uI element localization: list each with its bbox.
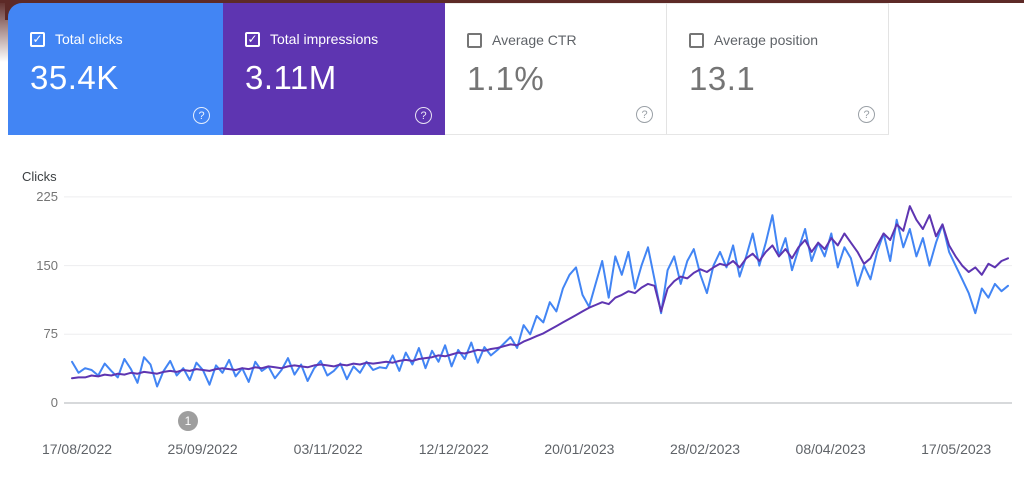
y-tick-label: 0 [50, 395, 58, 410]
x-tick-label: 17/08/2022 [41, 441, 113, 457]
average-ctr-value: 1.1% [467, 60, 545, 97]
card-header: ✓ Total impressions [245, 31, 445, 47]
card-label: Total impressions [270, 31, 379, 47]
card-header: Average CTR [467, 32, 666, 48]
x-tick-label: 08/04/2023 [795, 441, 866, 457]
help-icon[interactable]: ? [415, 107, 432, 124]
y-axis-title: Clicks [22, 169, 57, 184]
help-icon[interactable]: ? [636, 106, 653, 123]
average-position-value: 13.1 [689, 60, 756, 97]
x-tick-label: 03/11/2022 [293, 441, 363, 457]
total-clicks-value: 35.4K [30, 59, 119, 96]
card-total-clicks[interactable]: ✓ Total clicks 35.4K ? [8, 3, 223, 135]
x-tick-label: 12/12/2022 [418, 441, 489, 457]
x-tick-label: 17/05/2023 [921, 441, 992, 457]
metrics-card-row: ✓ Total clicks 35.4K ? ✓ Total impressio… [8, 3, 889, 135]
x-tick-label: 20/01/2023 [544, 441, 615, 457]
y-tick-label: 75 [43, 326, 58, 342]
card-header: Average position [689, 32, 888, 48]
card-header: ✓ Total clicks [30, 31, 223, 47]
card-label: Average position [714, 32, 819, 48]
annotation-badge[interactable]: 1 [178, 411, 198, 431]
checkbox-unchecked-icon[interactable] [467, 32, 482, 48]
checkbox-checked-icon[interactable]: ✓ [245, 31, 260, 47]
corner-accent-fade [0, 0, 9, 62]
y-tick-label: 225 [36, 188, 58, 204]
card-label: Total clicks [55, 31, 123, 47]
card-average-ctr[interactable]: Average CTR 1.1% ? [445, 3, 667, 135]
checkbox-checked-icon[interactable]: ✓ [30, 31, 45, 47]
top-accent-strip [0, 0, 1024, 3]
card-average-position[interactable]: Average position 13.1 ? [667, 3, 889, 135]
x-tick-label: 28/02/2023 [669, 441, 741, 457]
card-label: Average CTR [492, 32, 577, 48]
help-icon[interactable]: ? [858, 106, 875, 123]
total-impressions-value: 3.11M [245, 59, 337, 96]
checkbox-unchecked-icon[interactable] [689, 32, 704, 48]
card-total-impressions[interactable]: ✓ Total impressions 3.11M ? [223, 3, 445, 135]
x-tick-label: 25/09/2022 [167, 441, 238, 457]
y-tick-label: 150 [36, 257, 58, 273]
help-icon[interactable]: ? [193, 107, 210, 124]
chart-plot-area[interactable] [64, 190, 1012, 404]
